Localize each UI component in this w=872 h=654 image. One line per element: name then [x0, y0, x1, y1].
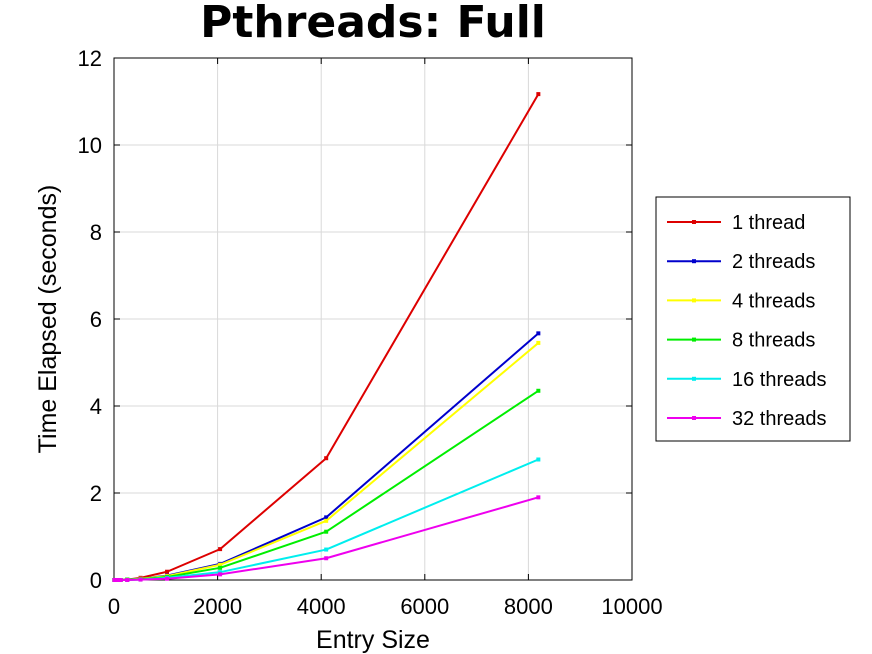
legend-label: 2 threads — [732, 251, 815, 273]
legend-marker — [692, 337, 696, 342]
legend-marker — [692, 298, 696, 303]
legend-box — [655, 196, 851, 442]
legend-label: 32 threads — [732, 408, 827, 430]
data-point — [324, 515, 329, 520]
legend-label: 8 threads — [732, 330, 815, 352]
legend-item: 1 thread — [667, 212, 805, 234]
y-tick-label: 6 — [90, 307, 102, 332]
data-point — [536, 340, 541, 345]
data-point — [324, 456, 329, 461]
x-tick-label: 8000 — [504, 594, 553, 619]
y-tick-label: 10 — [78, 133, 102, 158]
data-point — [536, 388, 541, 393]
legend-label: 4 threads — [732, 290, 815, 312]
data-point — [536, 495, 541, 500]
axis-ticks: 0 2000 4000 6000 8000 10000 0 2 4 6 8 10 12 — [78, 46, 663, 619]
y-tick-label: 8 — [90, 220, 102, 245]
data-point — [324, 518, 329, 523]
data-point — [218, 570, 223, 575]
legend-marker — [692, 376, 696, 381]
y-tick-label: 12 — [78, 46, 102, 71]
data-point — [165, 569, 170, 574]
data-point — [118, 578, 123, 582]
legend-marker — [692, 259, 696, 264]
data-point — [324, 547, 329, 552]
x-tick-label: 6000 — [400, 594, 449, 619]
data-point — [138, 577, 143, 582]
data-point — [218, 562, 223, 567]
data-point — [218, 572, 223, 577]
data-point — [536, 331, 541, 336]
x-axis-label: Entry Size — [316, 626, 430, 654]
series-6 — [112, 495, 541, 582]
x-tick-label: 2000 — [193, 594, 242, 619]
data-point — [536, 457, 541, 462]
chart-title: Pthreads: Full — [200, 0, 546, 48]
series-line — [113, 93, 540, 581]
legend-marker — [692, 416, 696, 420]
series-line — [113, 342, 539, 581]
series-line — [113, 389, 539, 581]
legend-label: 1 thread — [732, 212, 805, 234]
y-tick-label: 0 — [90, 568, 102, 593]
x-tick-label: 4000 — [297, 594, 346, 619]
legend: 1 thread 2 threads 4 threads 8 threads 16 th… — [655, 196, 851, 442]
y-tick-label: 4 — [90, 394, 102, 419]
data-point — [218, 565, 223, 570]
x-tick-label: 10000 — [601, 594, 662, 619]
y-tick-label: 2 — [90, 481, 102, 506]
series-layer — [112, 92, 541, 582]
legend-item: 16 threads — [667, 369, 827, 391]
data-point — [218, 547, 223, 552]
legend-item: 2 threads — [667, 251, 815, 273]
legend-item: 32 threads — [667, 408, 827, 430]
data-point — [536, 92, 541, 97]
data-point — [324, 556, 329, 561]
data-point — [165, 576, 170, 581]
data-point — [125, 578, 130, 582]
legend-item: 4 threads — [667, 290, 815, 312]
x-tick-label: 0 — [108, 594, 120, 619]
series-1 — [112, 92, 541, 582]
data-point — [115, 578, 120, 582]
series-3 — [112, 340, 541, 582]
y-axis-label: Time Elapsed (seconds) — [34, 185, 62, 454]
legend-label: 16 threads — [732, 369, 827, 391]
data-point — [324, 529, 329, 534]
legend-marker — [692, 220, 696, 224]
legend-item: 8 threads — [667, 330, 815, 352]
